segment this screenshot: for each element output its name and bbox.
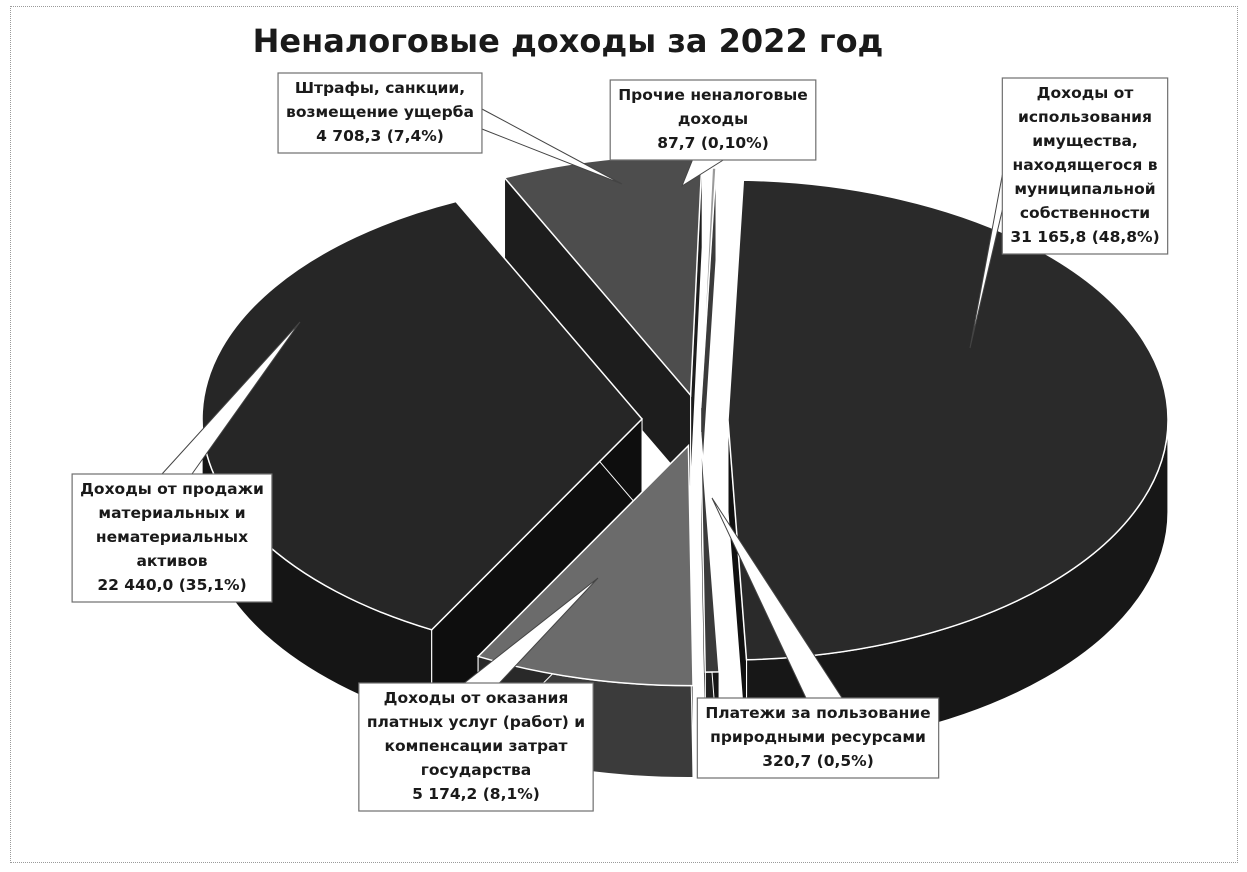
data-label-3: Доходы от продажи материальных и нематериа… [71,473,273,603]
label-leader-0 [969,174,1003,349]
data-label-text: активов [136,552,207,570]
data-label-value: 5 174,2 (8,1%) [412,785,540,803]
data-label-text: Штрафы, санкции, [295,79,465,97]
label-leader-2 [463,577,599,684]
data-label-text: материальных и [98,504,245,522]
data-label-text: доходы [678,110,748,128]
data-label-text: возмещение ущерба [286,103,474,121]
data-label-text: нематериальных [96,528,248,546]
label-leader-5 [680,159,724,188]
data-label-5: Прочие неналоговые доходы 87,7 (0,10%) [609,79,817,161]
data-label-text: Доходы от оказания [384,689,569,707]
data-label-text: платных услуг (работ) и [367,713,585,731]
data-label-box [277,72,483,154]
data-label-text: муниципальной [1014,180,1155,198]
pie-slice-3 [201,200,644,631]
data-label-text: Доходы от [1037,84,1134,102]
pie-slice-2 [476,443,694,687]
data-labels: Доходы от использования имущества, находяще… [71,72,1169,812]
label-leader-4 [481,108,623,185]
data-label-value: 22 440,0 (35,1%) [97,576,246,594]
data-label-0: Доходы от использования имущества, находяще… [1001,77,1169,255]
data-label-text: Прочие неналоговые [618,86,808,104]
data-label-box [696,697,940,779]
data-label-text: Платежи за пользование [705,704,930,722]
data-label-text: имущества, [1032,132,1138,150]
pie-slice-1 [699,432,720,673]
data-label-text: собственности [1020,204,1150,222]
data-label-box [609,79,817,161]
pie-tops [201,154,1169,687]
data-label-4: Штрафы, санкции, возмещение ущерба 4 708,3… [277,72,483,154]
data-label-value: 31 165,8 (48,8%) [1010,228,1159,246]
pie-slice-0 [727,179,1169,661]
pie-slice-5 [699,167,717,408]
data-label-text: природными ресурсами [710,728,926,746]
data-label-text: находящегося в [1012,156,1157,174]
data-label-2: Доходы от оказания платных услуг (работ) … [358,682,594,812]
label-leader-3 [161,321,301,475]
data-label-box [1001,77,1169,255]
data-label-value: 87,7 (0,10%) [657,134,769,152]
data-label-box [71,473,273,603]
data-label-text: Доходы от продажи [80,480,264,498]
data-label-value: 320,7 (0,5%) [762,752,874,770]
data-label-text: компенсации затрат [384,737,567,755]
data-label-text: использования [1018,108,1152,126]
chart-title: Неналоговые доходы за 2022 год [253,22,884,60]
chart-frame [10,6,1238,863]
data-label-box [358,682,594,812]
data-label-text: государства [421,761,532,779]
slice-cut-5-1 [700,168,717,500]
label-leaders [161,108,1003,699]
label-leader-1 [711,497,843,699]
data-label-value: 4 708,3 (7,4%) [316,127,444,145]
data-label-1: Платежи за пользование природными ресурса… [696,697,940,779]
